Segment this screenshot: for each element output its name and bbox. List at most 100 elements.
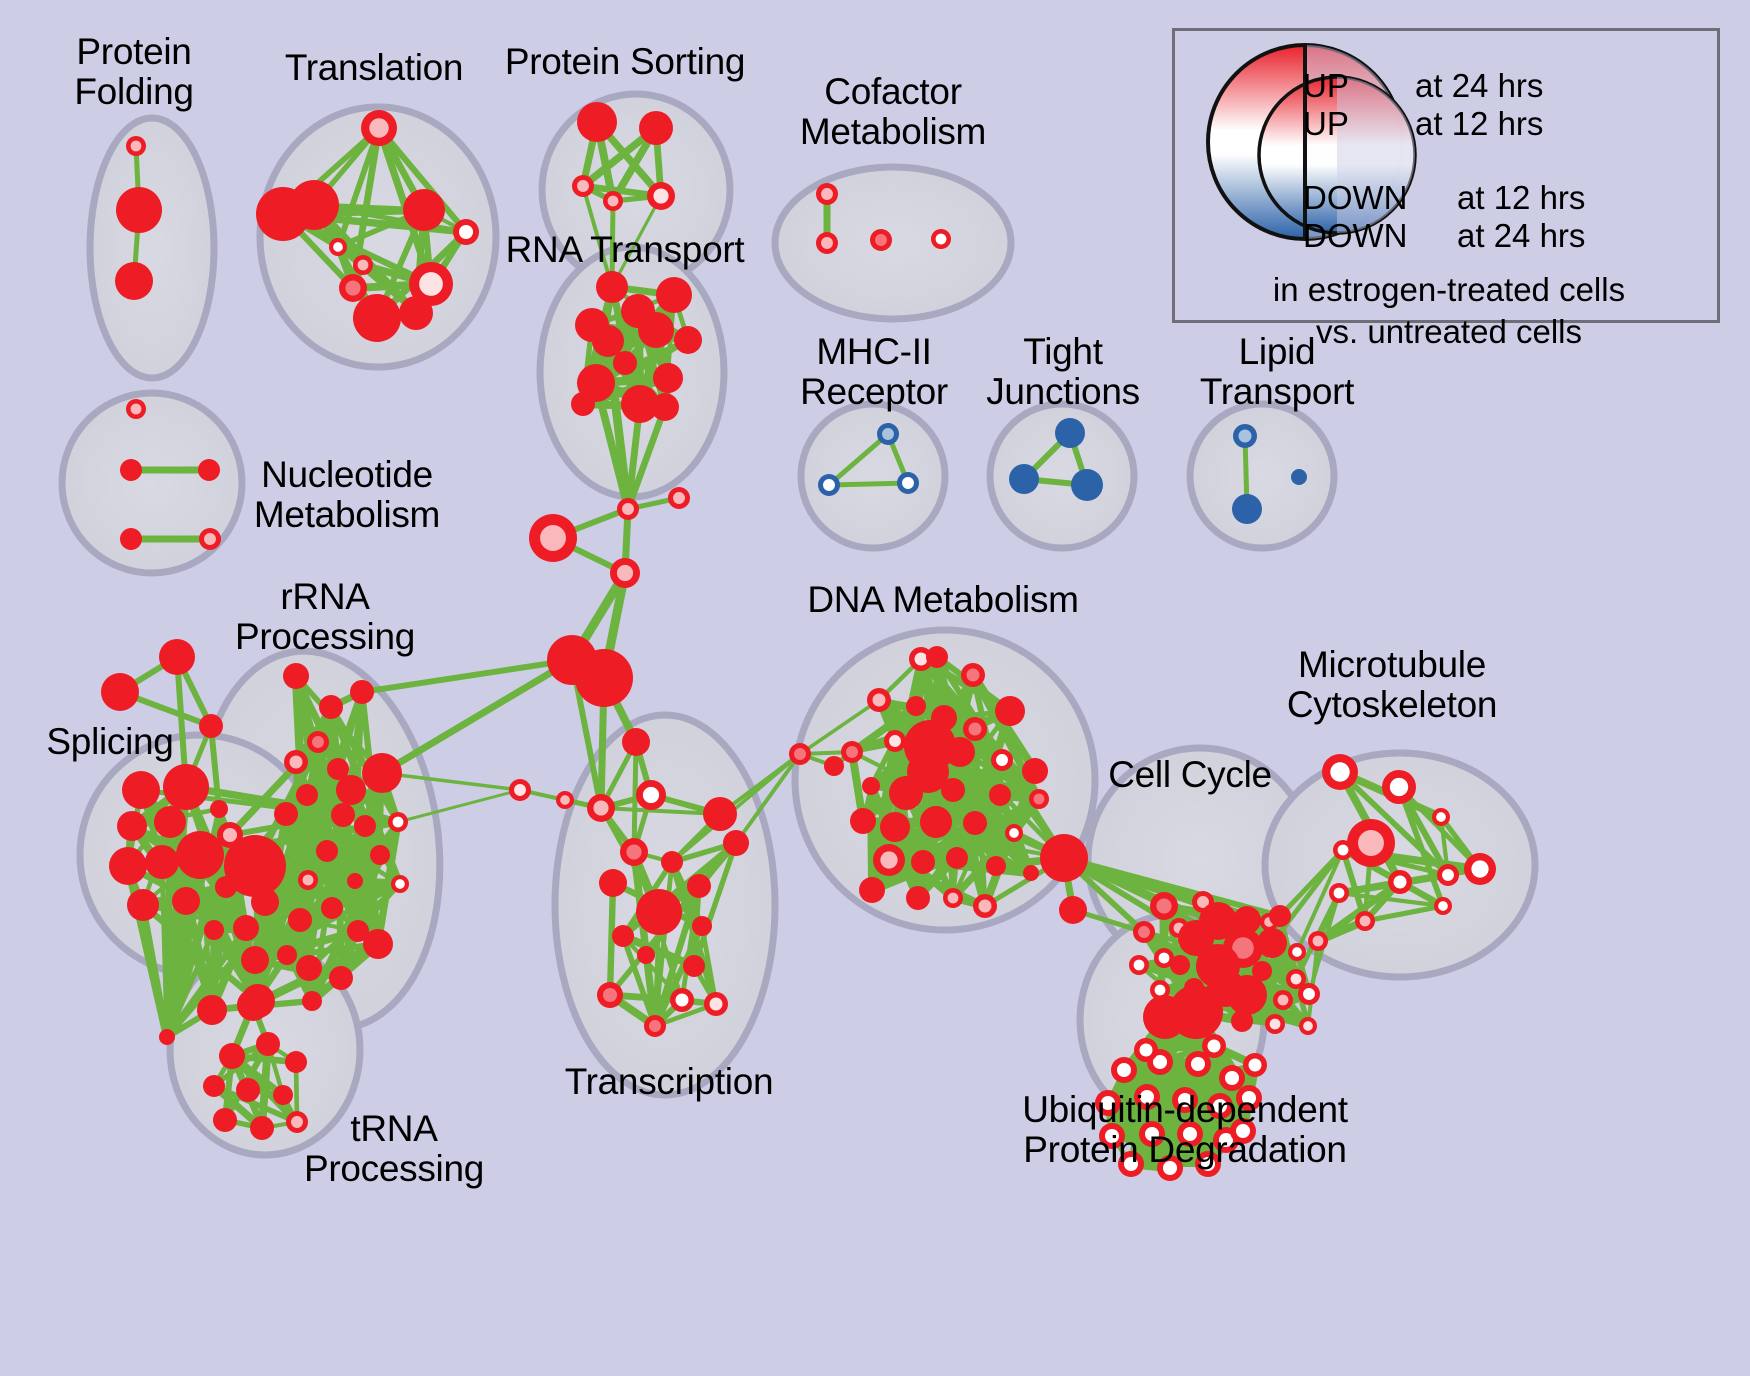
network-node[interactable] [210,800,228,818]
network-node[interactable] [571,392,595,416]
network-node[interactable] [723,830,749,856]
network-node[interactable] [1170,955,1190,975]
network-node[interactable] [653,363,683,393]
network-node[interactable] [577,102,617,142]
network-node[interactable] [1273,990,1293,1010]
network-node[interactable] [219,1043,245,1069]
network-node[interactable] [1150,892,1178,920]
network-node[interactable] [1288,943,1306,961]
network-node[interactable] [1299,1017,1317,1035]
network-node[interactable] [973,894,997,918]
network-node[interactable] [1219,1065,1245,1091]
network-node[interactable] [945,737,975,767]
network-node[interactable] [126,399,146,419]
network-node[interactable] [1243,1053,1267,1077]
network-node[interactable] [1154,948,1174,968]
network-node[interactable] [620,838,648,866]
network-node[interactable] [329,238,347,256]
network-node[interactable] [296,955,322,981]
network-node[interactable] [670,988,694,1012]
network-node[interactable] [613,351,637,375]
network-node[interactable] [1437,864,1459,886]
network-node[interactable] [651,393,679,421]
network-node[interactable] [991,749,1013,771]
network-node[interactable] [204,920,224,940]
network-node[interactable] [897,472,919,494]
network-node[interactable] [1071,469,1103,501]
network-node[interactable] [361,110,397,146]
network-node[interactable] [1207,1093,1233,1119]
network-node[interactable] [329,966,353,990]
network-node[interactable] [1308,931,1328,951]
network-node[interactable] [668,487,690,509]
network-node[interactable] [403,189,445,231]
network-node[interactable] [224,835,286,897]
network-node[interactable] [1172,1087,1198,1113]
network-node[interactable] [687,874,711,898]
network-node[interactable] [285,1051,307,1073]
network-node[interactable] [906,696,926,716]
network-node[interactable] [529,514,577,562]
network-node[interactable] [251,888,279,916]
network-node[interactable] [926,646,948,668]
network-node[interactable] [241,946,269,974]
network-node[interactable] [307,731,329,753]
network-node[interactable] [288,908,312,932]
network-node[interactable] [622,728,650,756]
network-node[interactable] [127,889,159,921]
network-node[interactable] [1236,1085,1262,1111]
network-node[interactable] [197,995,227,1025]
network-node[interactable] [961,663,985,687]
network-node[interactable] [859,877,885,903]
network-node[interactable] [889,776,923,810]
network-node[interactable] [873,844,905,876]
network-node[interactable] [638,312,674,348]
network-node[interactable] [109,847,147,885]
network-node[interactable] [283,663,309,689]
network-node[interactable] [1269,905,1291,927]
network-node[interactable] [350,680,374,704]
network-node[interactable] [363,929,393,959]
network-node[interactable] [126,136,146,156]
network-node[interactable] [1329,883,1349,903]
network-node[interactable] [597,982,623,1008]
network-node[interactable] [931,229,951,249]
network-node[interactable] [316,840,338,862]
network-node[interactable] [592,325,624,357]
network-node[interactable] [273,1085,293,1105]
network-node[interactable] [911,850,935,874]
network-node[interactable] [319,695,343,719]
network-node[interactable] [116,187,162,233]
network-node[interactable] [353,294,401,342]
network-node[interactable] [850,808,876,834]
network-node[interactable] [145,845,179,879]
network-node[interactable] [347,873,363,889]
network-node[interactable] [1298,983,1320,1005]
network-node[interactable] [1022,758,1048,784]
network-node[interactable] [388,812,408,832]
network-node[interactable] [596,271,628,303]
network-node[interactable] [986,856,1006,876]
network-node[interactable] [1232,494,1262,524]
network-node[interactable] [1185,1051,1211,1077]
network-node[interactable] [599,869,627,897]
network-node[interactable] [256,1032,280,1056]
network-node[interactable] [1055,418,1085,448]
network-node[interactable] [683,955,705,977]
network-node[interactable] [1195,1151,1221,1177]
network-node[interactable] [115,262,153,300]
network-node[interactable] [816,232,838,254]
network-node[interactable] [1347,819,1395,867]
network-node[interactable] [703,797,737,831]
network-node[interactable] [636,889,682,935]
network-node[interactable] [163,764,209,810]
network-node[interactable] [1005,824,1023,842]
network-node[interactable] [1355,911,1375,931]
network-node[interactable] [159,639,195,675]
network-node[interactable] [236,1078,260,1102]
network-node[interactable] [199,528,221,550]
network-node[interactable] [841,741,863,763]
network-node[interactable] [233,915,259,941]
network-node[interactable] [1291,469,1307,485]
network-node[interactable] [277,945,297,965]
